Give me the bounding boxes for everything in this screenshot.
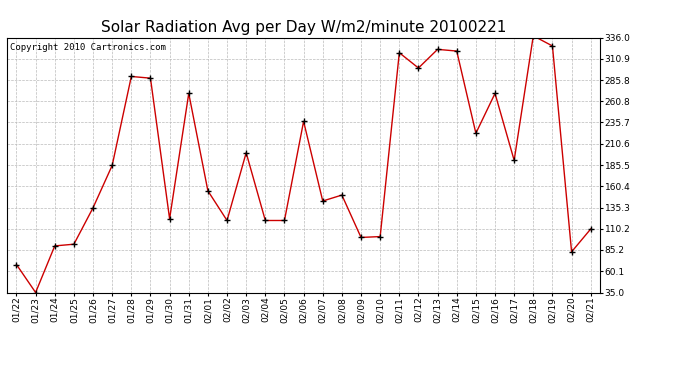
Title: Solar Radiation Avg per Day W/m2/minute 20100221: Solar Radiation Avg per Day W/m2/minute … (101, 20, 506, 35)
Text: Copyright 2010 Cartronics.com: Copyright 2010 Cartronics.com (10, 43, 166, 52)
